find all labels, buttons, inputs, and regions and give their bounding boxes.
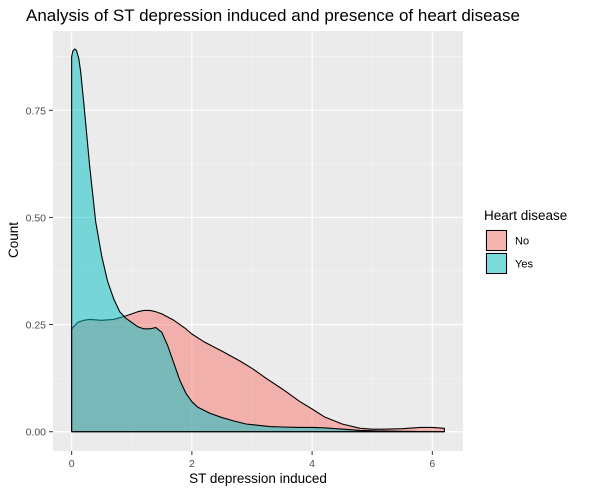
x-tick-label: 4	[309, 458, 315, 470]
legend-title: Heart disease	[484, 208, 567, 223]
legend-key-yes	[486, 253, 507, 274]
y-axis-label: Count	[6, 222, 21, 258]
y-tick-label: 0.00	[26, 427, 47, 439]
y-tick-label: 0.75	[26, 105, 47, 117]
series-layer	[71, 48, 445, 433]
density-area-yes	[71, 48, 445, 433]
y-tick-label: 0.25	[26, 320, 47, 332]
x-axis: 0 2 4 6	[69, 451, 435, 470]
x-tick-label: 6	[429, 458, 435, 470]
chart-title: Analysis of ST depression induced and pr…	[26, 6, 520, 25]
x-tick-label: 2	[189, 458, 195, 470]
legend: Heart disease No Yes	[484, 208, 567, 275]
legend-label-no: No	[515, 236, 529, 248]
legend-label-yes: Yes	[515, 259, 533, 271]
legend-key-no	[486, 230, 507, 251]
x-tick-label: 0	[69, 458, 75, 470]
x-axis-label: ST depression induced	[189, 471, 327, 486]
y-tick-label: 0.50	[26, 212, 47, 224]
y-axis: 0.00 0.25 0.50 0.75	[26, 105, 53, 439]
